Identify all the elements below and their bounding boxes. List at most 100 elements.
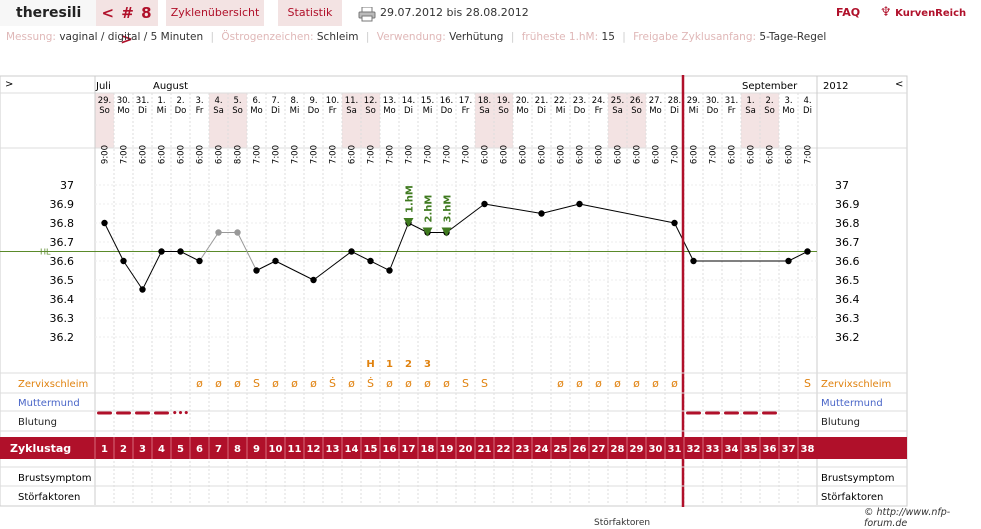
mucus-value[interactable]: Ṡ xyxy=(329,377,336,390)
day-date: 25. xyxy=(611,96,625,106)
measure-time: 7:00 xyxy=(272,145,282,164)
day-date: 8. xyxy=(290,96,298,106)
temp-point[interactable] xyxy=(272,257,279,265)
cycle-day-number: 24 xyxy=(535,444,549,455)
cycle-day-number: 8 xyxy=(234,444,241,455)
mucus-value[interactable]: ø xyxy=(215,377,222,390)
kurvenreich-logo[interactable]: ♆ KurvenReich xyxy=(880,0,966,26)
chart-left-arrow[interactable]: > xyxy=(5,79,13,90)
mucus-value[interactable]: S xyxy=(253,377,260,390)
mucus-value[interactable]: Ṡ xyxy=(367,377,374,390)
cycle-day-number: 26 xyxy=(573,444,587,455)
cycle-day-number: 4 xyxy=(158,444,165,455)
temp-point[interactable] xyxy=(690,257,697,265)
mucus-value[interactable]: S xyxy=(804,377,811,390)
temp-point[interactable] xyxy=(804,248,811,255)
mucus-value[interactable]: ø xyxy=(196,377,203,390)
cycle-day-number: 32 xyxy=(687,444,701,455)
measure-time: 7:00 xyxy=(405,145,415,164)
curve-segment xyxy=(313,251,352,281)
measure-time: 7:00 xyxy=(329,145,339,164)
temp-point[interactable] xyxy=(120,257,127,265)
measure-time: 7:00 xyxy=(804,145,814,164)
hm-marker xyxy=(441,227,452,237)
cycle-day-number: 28 xyxy=(611,444,625,455)
mucus-value[interactable]: ø xyxy=(633,377,640,390)
temp-tick-right: 36.9 xyxy=(835,198,860,211)
temp-point[interactable] xyxy=(386,267,393,274)
mucus-value[interactable]: ø xyxy=(424,377,431,390)
cycle-navigator[interactable]: < # 8 > xyxy=(96,0,158,48)
temp-tick-right: 36.8 xyxy=(835,217,860,230)
temp-tick-right: 36.4 xyxy=(835,293,860,306)
temp-point[interactable] xyxy=(101,219,108,227)
mucus-value[interactable]: ø xyxy=(310,377,317,390)
day-weekday: So xyxy=(764,106,775,116)
day-date: 9. xyxy=(309,96,317,106)
nav-cycle-overview[interactable]: Zyklenübersicht xyxy=(166,0,264,26)
bleeding-light[interactable]: ••• xyxy=(172,409,189,419)
mucus-value[interactable]: ø xyxy=(443,377,450,390)
cycle-day-number: 37 xyxy=(782,444,796,455)
print-icon[interactable] xyxy=(358,5,376,22)
temp-point[interactable] xyxy=(348,248,355,255)
day-weekday: Mo xyxy=(383,106,396,116)
day-date: 31. xyxy=(136,96,150,106)
mucus-value[interactable]: ø xyxy=(595,377,602,390)
temp-point[interactable] xyxy=(234,229,241,236)
mucus-value[interactable]: ø xyxy=(652,377,659,390)
mucus-value[interactable]: ø xyxy=(671,377,678,390)
mucus-value[interactable]: S xyxy=(462,377,469,390)
curve-segment xyxy=(123,260,143,290)
temp-point[interactable] xyxy=(177,248,184,255)
measure-time: 6:00 xyxy=(747,145,757,164)
mucus-value[interactable]: ø xyxy=(348,377,355,390)
mucus-value[interactable]: ø xyxy=(234,377,241,390)
day-date: 4. xyxy=(214,96,222,106)
temp-point[interactable] xyxy=(576,200,583,208)
nav-statistics[interactable]: Statistik xyxy=(278,0,342,26)
cycle-day-number: 31 xyxy=(668,444,682,455)
mucus-value[interactable]: ø xyxy=(291,377,298,390)
cycle-day-bar xyxy=(0,437,907,459)
date-range: 29.07.2012 bis 28.08.2012 xyxy=(380,6,529,19)
day-weekday: Do xyxy=(175,106,187,116)
measurement-value: vaginal / digital / 5 Minuten xyxy=(59,31,204,43)
day-weekday: Sa xyxy=(745,106,756,116)
faq-link[interactable]: FAQ xyxy=(836,6,861,19)
mucus-value[interactable]: ø xyxy=(557,377,564,390)
day-date: 20. xyxy=(516,96,530,106)
measure-time: 7:00 xyxy=(310,145,320,164)
chart-right-arrow[interactable]: < xyxy=(895,79,903,90)
day-weekday: Di xyxy=(271,106,280,116)
temp-point[interactable] xyxy=(253,267,260,274)
row-label-mucus: Zervixschleim xyxy=(18,379,88,390)
cycle-day-number: 22 xyxy=(497,444,511,455)
mucus-value[interactable]: ø xyxy=(614,377,621,390)
temp-point[interactable] xyxy=(481,200,488,208)
cycle-day-number: 21 xyxy=(478,444,492,455)
temp-point[interactable] xyxy=(785,257,792,265)
mucus-value[interactable]: ø xyxy=(272,377,279,390)
weekend-shade xyxy=(228,93,247,148)
measure-time: 6:00 xyxy=(785,145,795,164)
cycle-day-number: 10 xyxy=(269,444,283,455)
mucus-value[interactable]: S xyxy=(481,377,488,390)
mucus-value[interactable]: ø xyxy=(576,377,583,390)
temp-point[interactable] xyxy=(367,257,374,265)
day-date: 30. xyxy=(706,96,720,106)
day-date: 15. xyxy=(421,96,435,106)
mucus-value[interactable]: ø xyxy=(386,377,393,390)
mucus-value[interactable]: ø xyxy=(405,377,412,390)
temp-point[interactable] xyxy=(158,248,165,255)
temp-point[interactable] xyxy=(139,286,146,293)
temp-point[interactable] xyxy=(215,229,222,236)
day-weekday: Mo xyxy=(516,106,529,116)
temp-point[interactable] xyxy=(196,257,203,265)
temp-point[interactable] xyxy=(538,210,545,217)
weekend-shade xyxy=(475,93,494,148)
cycle-day-number: 16 xyxy=(383,444,397,455)
temp-point[interactable] xyxy=(310,276,317,284)
day-date: 23. xyxy=(573,96,587,106)
temp-point[interactable] xyxy=(671,219,678,227)
